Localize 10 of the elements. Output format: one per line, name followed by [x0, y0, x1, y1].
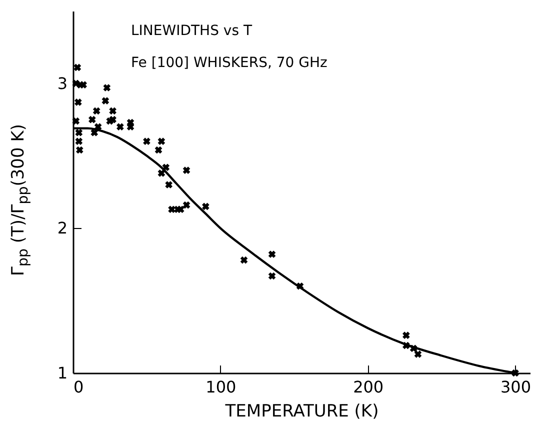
y-tick-label: 2	[57, 218, 68, 238]
annotation: LINEWIDTHS vs T	[131, 23, 252, 39]
x-tick-label: 200	[353, 378, 384, 396]
x-tick-label: 0	[74, 378, 84, 396]
x-axis-title: TEMPERATURE (K)	[224, 402, 379, 422]
y-tick-label: 1	[57, 364, 68, 382]
y-tick-label: 3	[57, 74, 68, 93]
x-tick-label: 300	[500, 378, 532, 396]
annotation: Fe [100] WHISKERS, 70 GHz	[131, 55, 328, 71]
x-tick-label: 100	[206, 378, 236, 396]
